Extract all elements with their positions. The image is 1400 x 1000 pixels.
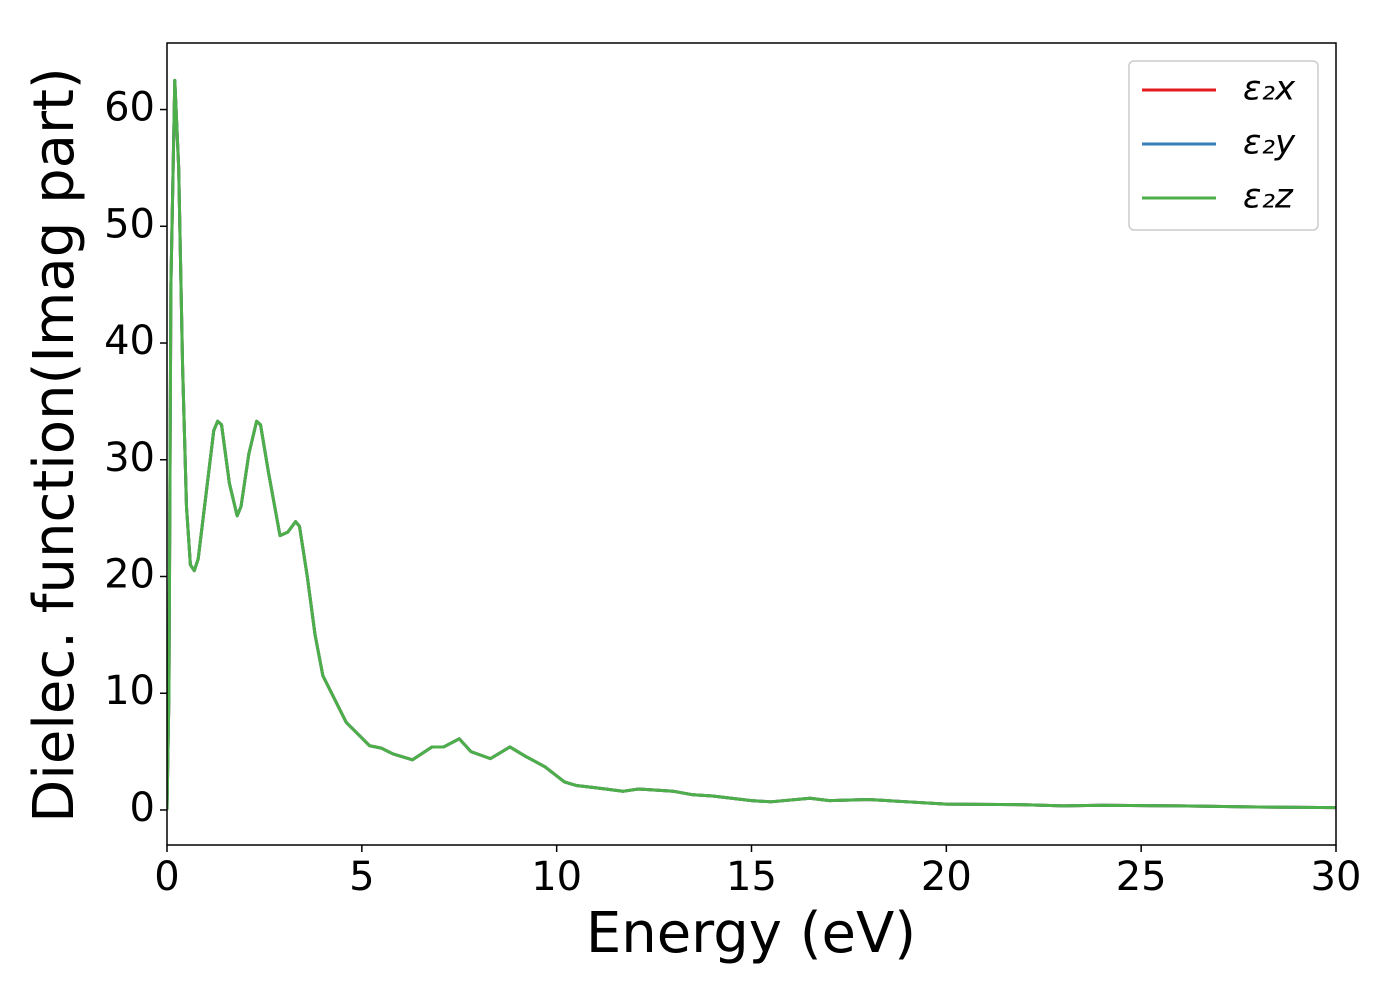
y-tick-label: 0	[130, 785, 155, 831]
legend-box	[1128, 60, 1319, 231]
plot-frame	[166, 42, 1337, 846]
legend-label: ε₂z	[1243, 177, 1294, 217]
series-line	[167, 78, 1336, 811]
y-tick-label: 60	[104, 85, 155, 131]
x-tick-label: 20	[921, 854, 972, 900]
x-tick-label: 0	[154, 854, 179, 900]
legend-label: ε₂y	[1243, 123, 1296, 163]
y-axis-label: Dielec. function(Imag part)	[22, 67, 87, 823]
x-tick-label: 5	[349, 854, 374, 900]
y-tick-label: 10	[104, 668, 155, 714]
y-tick-label: 50	[104, 201, 155, 247]
y-tick-label: 30	[104, 435, 155, 481]
y-tick-label: 40	[104, 318, 155, 364]
y-tick-label: 20	[104, 551, 155, 597]
legend-label: ε₂x	[1243, 69, 1296, 109]
x-tick-label: 25	[1116, 854, 1167, 900]
x-tick-label: 10	[531, 854, 582, 900]
x-axis-label: Energy (eV)	[586, 901, 916, 966]
x-tick-label: 15	[726, 854, 777, 900]
x-tick-label: 30	[1311, 854, 1362, 900]
